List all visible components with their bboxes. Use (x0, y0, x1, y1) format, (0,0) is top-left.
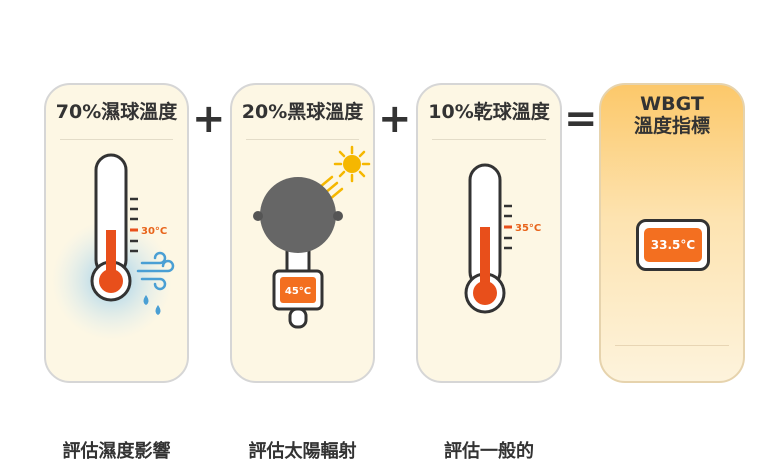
wet-bulb-title: 70%濕球溫度 (55, 101, 178, 123)
wet-bulb-caption: 評估濕度影響 (62, 441, 171, 462)
black-globe-title: 20%黑球溫度 (241, 101, 364, 123)
wind-icon (136, 251, 175, 291)
wbgt-title-line1: WBGT (640, 93, 704, 115)
plus-operator: + (378, 96, 412, 142)
dry-bulb-card: 10%乾球溫度 35°C 評估一般的 (416, 83, 562, 462)
dry-thermometer-icon: 35°C (464, 163, 541, 314)
dry-bulb-title: 10%乾球溫度 (428, 101, 550, 123)
wet-thermometer-icon: 30°C (52, 153, 175, 340)
wbgt-display: 33.5°C (636, 219, 710, 271)
wbgt-title: WBGT 溫度指標 (601, 93, 743, 137)
wbgt-result-card: WBGT 溫度指標 33.5°C (599, 83, 745, 383)
black-globe-card: 20%黑球溫度 45°C 評估太 (230, 83, 375, 462)
wbgt-value: 33.5°C (644, 228, 702, 262)
wet-bulb-temp: 30°C (141, 226, 167, 237)
sun-icon (333, 145, 371, 183)
water-drop-icon (143, 295, 161, 315)
black-globe-temp: 45°C (285, 286, 311, 297)
wet-bulb-card: 70%濕球溫度 30°C (44, 83, 189, 462)
dry-bulb-caption: 評估一般的 (444, 441, 534, 462)
divider (615, 345, 729, 346)
black-globe-thermometer-icon: 45°C (253, 145, 371, 329)
divider (246, 139, 359, 140)
plus-operator: + (192, 96, 226, 142)
equals-operator: = (564, 96, 598, 142)
divider (432, 139, 546, 140)
black-globe-caption: 評估太陽輻射 (248, 441, 357, 462)
divider (60, 139, 173, 140)
dry-bulb-temp: 35°C (515, 223, 541, 234)
wbgt-title-line2: 溫度指標 (633, 115, 710, 137)
